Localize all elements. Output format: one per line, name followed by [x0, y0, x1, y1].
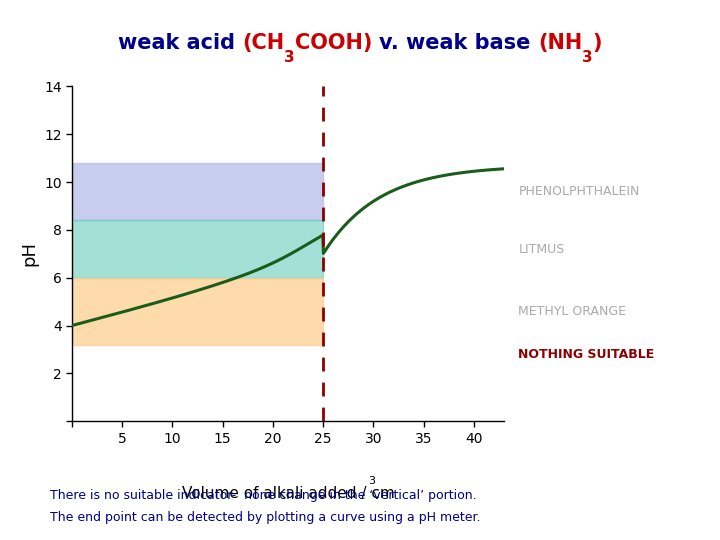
Text: weak acid: weak acid [117, 32, 242, 52]
Text: 3: 3 [284, 50, 294, 65]
Text: LITMUS: LITMUS [518, 242, 564, 255]
Text: (NH: (NH [538, 32, 582, 52]
Y-axis label: pH: pH [20, 241, 38, 266]
Text: 3: 3 [582, 50, 593, 65]
Text: There is no suitable indicator-  none change in the ‘vertical’ portion.: There is no suitable indicator- none cha… [50, 489, 477, 502]
Text: COOH): COOH) [294, 32, 379, 52]
Text: ): ) [593, 32, 603, 52]
Text: Volume of alkali added / cm: Volume of alkali added / cm [181, 486, 395, 501]
Text: PHENOLPHTHALEIN: PHENOLPHTHALEIN [518, 185, 640, 198]
Bar [72, 163, 323, 220]
Bar [72, 278, 323, 345]
Text: NOTHING SUITABLE: NOTHING SUITABLE [518, 348, 654, 361]
Text: (CH: (CH [242, 32, 284, 52]
Text: METHYL ORANGE: METHYL ORANGE [518, 305, 626, 318]
Text: The end point can be detected by plotting a curve using a pH meter.: The end point can be detected by plottin… [50, 511, 481, 524]
Text: v. weak base: v. weak base [379, 32, 538, 52]
Text: 3: 3 [369, 476, 376, 487]
Bar [72, 220, 323, 278]
